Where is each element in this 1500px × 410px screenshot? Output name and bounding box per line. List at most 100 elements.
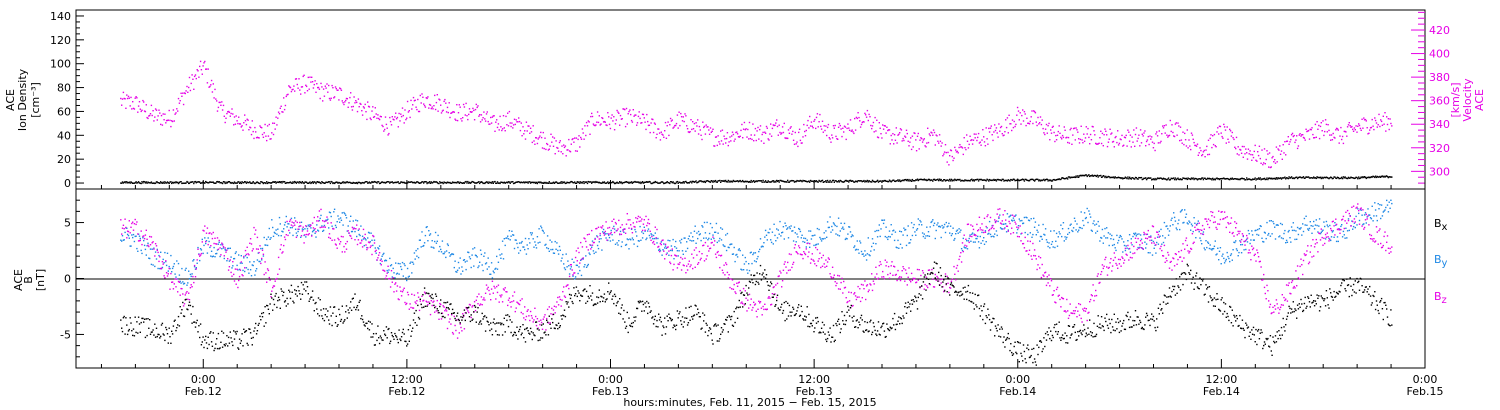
data-point bbox=[462, 270, 464, 272]
data-point bbox=[308, 233, 310, 235]
data-point bbox=[484, 182, 486, 185]
data-point bbox=[473, 181, 475, 183]
data-point bbox=[744, 129, 746, 131]
data-point bbox=[1375, 176, 1378, 179]
data-point bbox=[579, 269, 581, 272]
data-point bbox=[315, 182, 317, 185]
data-point bbox=[732, 253, 735, 255]
data-point bbox=[424, 292, 427, 295]
data-point bbox=[1120, 138, 1122, 141]
data-point bbox=[1045, 178, 1048, 180]
data-point bbox=[926, 179, 928, 182]
data-point bbox=[1341, 236, 1344, 238]
data-point bbox=[499, 115, 501, 118]
data-point bbox=[865, 116, 868, 118]
data-point bbox=[475, 255, 477, 257]
data-point bbox=[1271, 178, 1273, 180]
data-point bbox=[1353, 127, 1356, 129]
data-point bbox=[607, 112, 609, 114]
data-point bbox=[676, 250, 679, 252]
data-point bbox=[1277, 177, 1279, 179]
data-point bbox=[442, 109, 444, 111]
data-point bbox=[470, 181, 472, 184]
data-point bbox=[282, 251, 284, 253]
data-point bbox=[315, 91, 317, 93]
data-point bbox=[809, 179, 812, 182]
data-point bbox=[715, 136, 718, 138]
data-point bbox=[962, 237, 964, 240]
data-point bbox=[784, 137, 786, 139]
data-point bbox=[1304, 177, 1306, 179]
data-point bbox=[712, 128, 714, 130]
data-point bbox=[619, 181, 621, 183]
data-point bbox=[806, 124, 808, 127]
data-point bbox=[770, 181, 772, 183]
data-point bbox=[889, 180, 891, 182]
data-point bbox=[725, 181, 728, 183]
data-point bbox=[147, 117, 149, 120]
data-point bbox=[937, 222, 939, 224]
data-point bbox=[239, 262, 242, 264]
data-point bbox=[259, 125, 261, 127]
data-point bbox=[324, 182, 326, 184]
data-point bbox=[838, 122, 841, 125]
data-point bbox=[904, 229, 906, 231]
data-point bbox=[774, 180, 776, 182]
data-point bbox=[402, 181, 404, 184]
data-point bbox=[358, 228, 360, 230]
data-point bbox=[121, 240, 123, 242]
data-point bbox=[1020, 179, 1022, 181]
data-point bbox=[484, 263, 487, 265]
data-point bbox=[393, 181, 395, 184]
data-point bbox=[1313, 137, 1315, 139]
data-point bbox=[292, 234, 294, 237]
data-point bbox=[749, 137, 752, 140]
data-point bbox=[1198, 231, 1200, 233]
data-point bbox=[1388, 128, 1390, 131]
data-point bbox=[325, 87, 327, 89]
data-point bbox=[501, 128, 504, 130]
data-point bbox=[1336, 128, 1339, 130]
data-point bbox=[182, 92, 184, 94]
data-point bbox=[883, 125, 886, 127]
data-point bbox=[332, 228, 334, 230]
data-point bbox=[866, 109, 869, 112]
data-point bbox=[1323, 134, 1325, 137]
data-point bbox=[1111, 176, 1114, 179]
data-point bbox=[1171, 217, 1173, 219]
data-point bbox=[621, 241, 623, 243]
data-point bbox=[1084, 217, 1087, 220]
data-point bbox=[233, 124, 235, 126]
data-point bbox=[1279, 235, 1281, 237]
data-point bbox=[650, 182, 652, 185]
data-point bbox=[275, 278, 277, 280]
data-point bbox=[281, 230, 283, 232]
data-point bbox=[126, 230, 129, 232]
data-point bbox=[987, 233, 989, 235]
data-point bbox=[1318, 177, 1321, 179]
data-point bbox=[360, 182, 362, 185]
data-point bbox=[1246, 241, 1249, 243]
data-point bbox=[814, 118, 816, 121]
data-point bbox=[1039, 122, 1041, 124]
data-point bbox=[152, 264, 154, 266]
data-point bbox=[879, 127, 881, 129]
data-point bbox=[934, 144, 936, 146]
data-point bbox=[209, 232, 211, 234]
data-point bbox=[891, 180, 893, 182]
data-point bbox=[316, 220, 318, 222]
data-point bbox=[1044, 128, 1047, 130]
data-point bbox=[138, 240, 141, 242]
data-point bbox=[1283, 177, 1285, 179]
data-point bbox=[497, 182, 500, 184]
data-point bbox=[122, 239, 125, 241]
data-point bbox=[1229, 254, 1232, 257]
data-point bbox=[975, 133, 977, 135]
data-point bbox=[962, 153, 964, 156]
data-point bbox=[1029, 232, 1031, 234]
data-point bbox=[994, 179, 996, 181]
data-point bbox=[580, 259, 582, 261]
data-point bbox=[1195, 178, 1198, 180]
data-point bbox=[242, 182, 244, 184]
data-point bbox=[835, 233, 837, 235]
